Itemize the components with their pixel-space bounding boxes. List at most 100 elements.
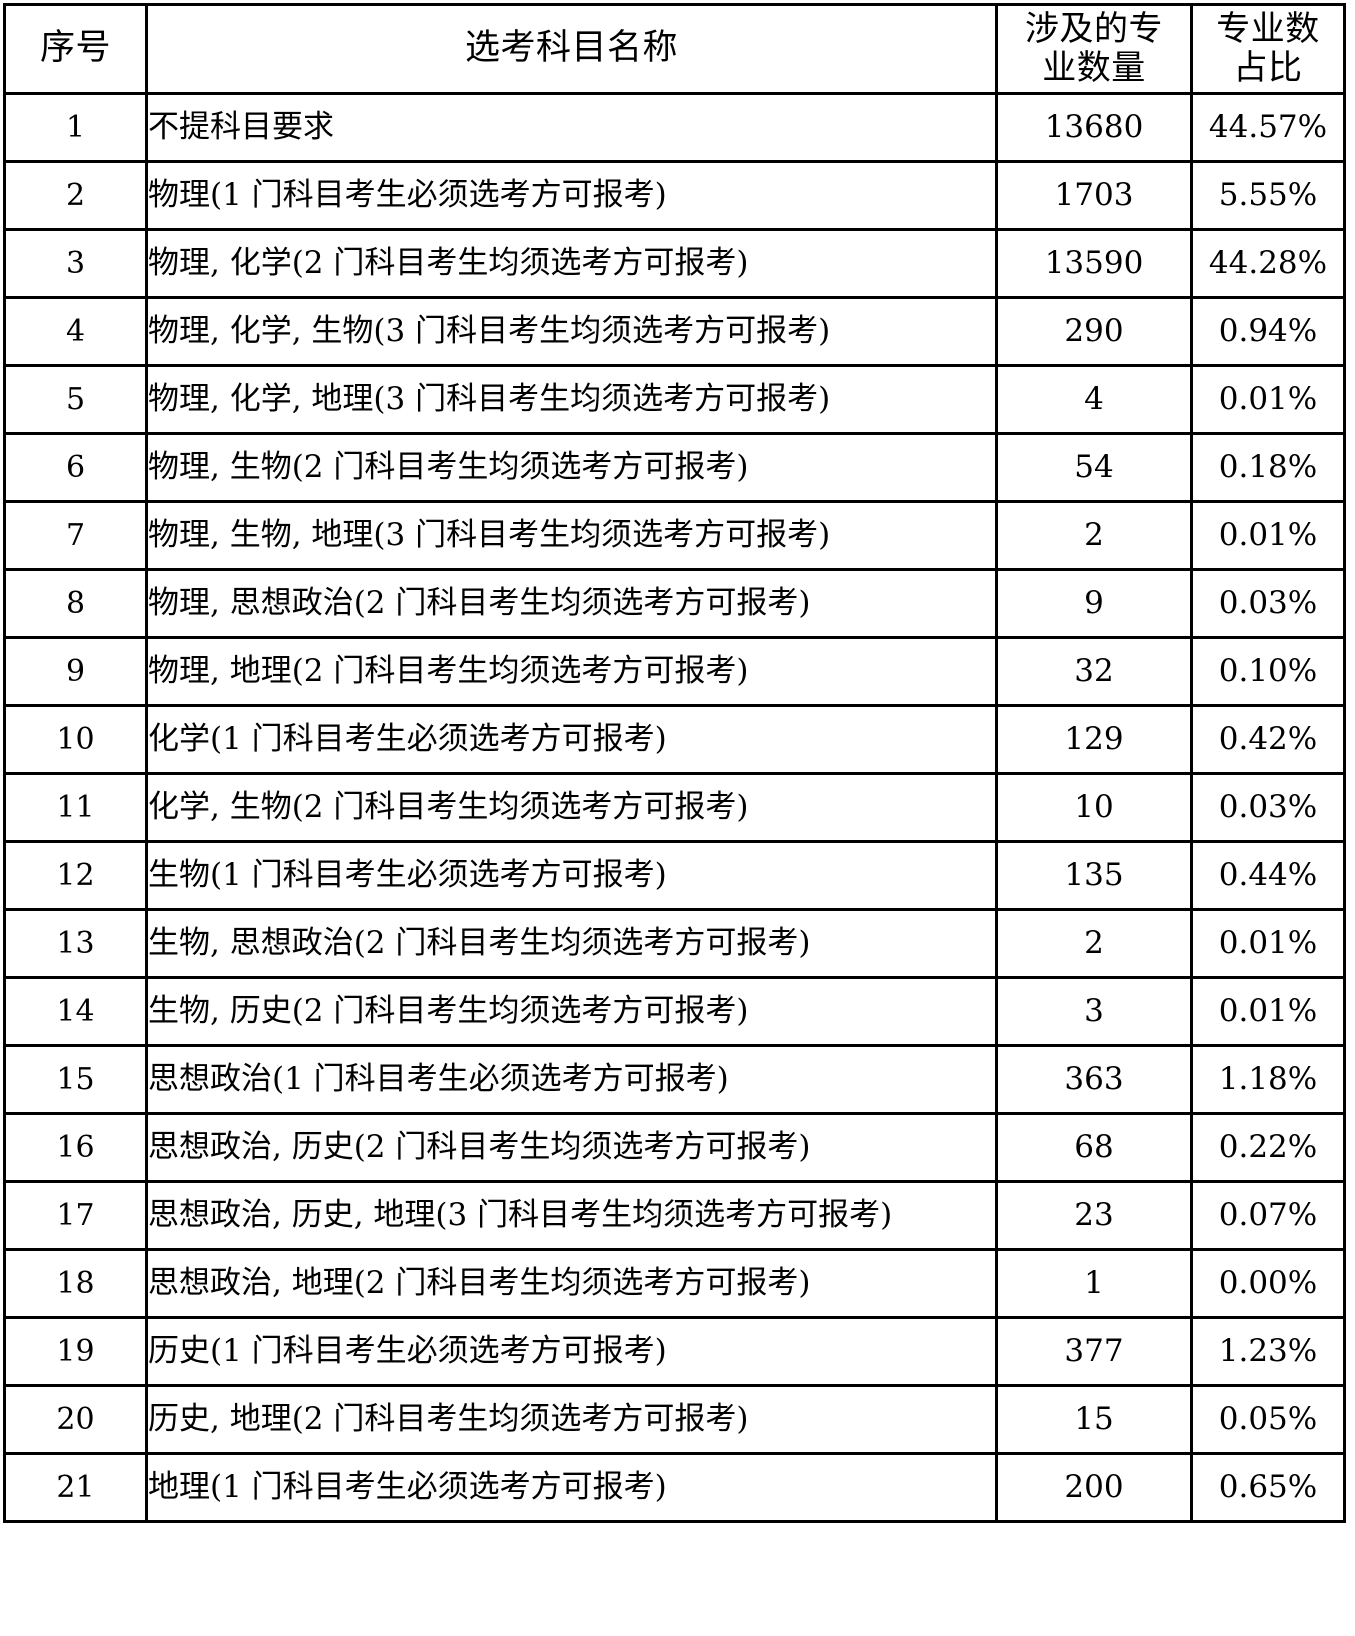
cell-major-ratio: 0.65% [1190, 1452, 1346, 1523]
header-line: 序号 [39, 28, 111, 69]
cell-index: 10 [3, 704, 148, 775]
cell-major-ratio: 0.94% [1190, 296, 1346, 367]
table-row: 2 物理(1 门科目考生必须选考方可报考) 1703 5.55% [3, 160, 1346, 231]
cell-major-ratio: 0.03% [1190, 568, 1346, 639]
cell-subject-name: 物理, 生物(2 门科目考生均须选考方可报考) [145, 432, 998, 503]
table-row: 5 物理, 化学, 地理(3 门科目考生均须选考方可报考) 4 0.01% [3, 364, 1346, 435]
cell-subject-name: 物理(1 门科目考生必须选考方可报考) [145, 160, 998, 231]
cell-index: 8 [3, 568, 148, 639]
cell-major-count: 363 [995, 1044, 1193, 1115]
table-row: 13 生物, 思想政治(2 门科目考生均须选考方可报考) 2 0.01% [3, 908, 1346, 979]
cell-index: 6 [3, 432, 148, 503]
cell-subject-name: 不提科目要求 [145, 92, 998, 163]
cell-subject-name: 化学(1 门科目考生必须选考方可报考) [145, 704, 998, 775]
cell-major-count: 2 [995, 908, 1193, 979]
cell-subject-name: 化学, 生物(2 门科目考生均须选考方可报考) [145, 772, 998, 843]
table-row: 10 化学(1 门科目考生必须选考方可报考) 129 0.42% [3, 704, 1346, 775]
table-row: 3 物理, 化学(2 门科目考生均须选考方可报考) 13590 44.28% [3, 228, 1346, 299]
cell-major-count: 377 [995, 1316, 1193, 1387]
cell-major-count: 3 [995, 976, 1193, 1047]
cell-index: 16 [3, 1112, 148, 1183]
table-body: 1 不提科目要求 13680 44.57% 2 物理(1 门科目考生必须选考方可报考) 17… [3, 92, 1346, 1523]
cell-major-ratio: 0.22% [1190, 1112, 1346, 1183]
cell-index: 2 [3, 160, 148, 231]
cell-subject-name: 思想政治, 历史, 地理(3 门科目考生均须选考方可报考) [145, 1180, 998, 1251]
cell-subject-name: 思想政治, 历史(2 门科目考生均须选考方可报考) [145, 1112, 998, 1183]
cell-major-ratio: 1.18% [1190, 1044, 1346, 1115]
column-header-ratio: 专业数 占比 [1190, 3, 1346, 95]
cell-index: 9 [3, 636, 148, 707]
cell-major-count: 1703 [995, 160, 1193, 231]
table-row: 12 生物(1 门科目考生必须选考方可报考) 135 0.44% [3, 840, 1346, 911]
cell-major-count: 23 [995, 1180, 1193, 1251]
table-header: 序号 选考科目名称 涉及的专 业数量 专业数 占比 [3, 3, 1346, 95]
cell-major-count: 129 [995, 704, 1193, 775]
cell-subject-name: 思想政治, 地理(2 门科目考生均须选考方可报考) [145, 1248, 998, 1319]
cell-index: 1 [3, 92, 148, 163]
table-row: 19 历史(1 门科目考生必须选考方可报考) 377 1.23% [3, 1316, 1346, 1387]
cell-major-count: 15 [995, 1384, 1193, 1455]
cell-major-count: 2 [995, 500, 1193, 571]
cell-subject-name: 物理, 化学, 生物(3 门科目考生均须选考方可报考) [145, 296, 998, 367]
cell-index: 3 [3, 228, 148, 299]
cell-major-count: 68 [995, 1112, 1193, 1183]
cell-subject-name: 物理, 思想政治(2 门科目考生均须选考方可报考) [145, 568, 998, 639]
cell-subject-name: 思想政治(1 门科目考生必须选考方可报考) [145, 1044, 998, 1115]
cell-major-ratio: 0.01% [1190, 908, 1346, 979]
column-header-count: 涉及的专 业数量 [995, 3, 1193, 95]
cell-subject-name: 生物, 思想政治(2 门科目考生均须选考方可报考) [145, 908, 998, 979]
cell-major-count: 13590 [995, 228, 1193, 299]
cell-major-ratio: 0.10% [1190, 636, 1346, 707]
cell-major-ratio: 0.01% [1190, 500, 1346, 571]
table-row: 16 思想政治, 历史(2 门科目考生均须选考方可报考) 68 0.22% [3, 1112, 1346, 1183]
cell-major-ratio: 0.01% [1190, 976, 1346, 1047]
cell-major-count: 4 [995, 364, 1193, 435]
table-row: 1 不提科目要求 13680 44.57% [3, 92, 1346, 163]
table-row: 17 思想政治, 历史, 地理(3 门科目考生均须选考方可报考) 23 0.07% [3, 1180, 1346, 1251]
column-header-name: 选考科目名称 [145, 3, 998, 95]
cell-index: 5 [3, 364, 148, 435]
cell-subject-name: 物理, 地理(2 门科目考生均须选考方可报考) [145, 636, 998, 707]
cell-major-count: 1 [995, 1248, 1193, 1319]
cell-major-ratio: 0.42% [1190, 704, 1346, 775]
cell-major-count: 54 [995, 432, 1193, 503]
cell-major-ratio: 0.07% [1190, 1180, 1346, 1251]
cell-index: 20 [3, 1384, 148, 1455]
cell-major-ratio: 1.23% [1190, 1316, 1346, 1387]
cell-subject-name: 地理(1 门科目考生必须选考方可报考) [145, 1452, 998, 1523]
cell-major-count: 9 [995, 568, 1193, 639]
cell-subject-name: 历史, 地理(2 门科目考生均须选考方可报考) [145, 1384, 998, 1455]
cell-subject-name: 物理, 生物, 地理(3 门科目考生均须选考方可报考) [145, 500, 998, 571]
header-line: 占比 [1233, 48, 1303, 88]
cell-index: 11 [3, 772, 148, 843]
cell-index: 18 [3, 1248, 148, 1319]
header-line: 选考科目名称 [464, 28, 678, 69]
column-header-index: 序号 [3, 3, 148, 95]
header-line: 业数量 [1042, 48, 1146, 88]
cell-major-count: 135 [995, 840, 1193, 911]
cell-subject-name: 物理, 化学, 地理(3 门科目考生均须选考方可报考) [145, 364, 998, 435]
table-row: 14 生物, 历史(2 门科目考生均须选考方可报考) 3 0.01% [3, 976, 1346, 1047]
table-row: 6 物理, 生物(2 门科目考生均须选考方可报考) 54 0.18% [3, 432, 1346, 503]
cell-index: 15 [3, 1044, 148, 1115]
table-sheet: 序号 选考科目名称 涉及的专 业数量 专业数 占比 1 不提科目要求 13680 44… [3, 3, 1346, 1523]
cell-major-ratio: 0.03% [1190, 772, 1346, 843]
header-row: 序号 选考科目名称 涉及的专 业数量 专业数 占比 [3, 3, 1346, 95]
cell-index: 21 [3, 1452, 148, 1523]
cell-major-count: 32 [995, 636, 1193, 707]
cell-major-ratio: 0.00% [1190, 1248, 1346, 1319]
cell-major-count: 200 [995, 1452, 1193, 1523]
table-row: 11 化学, 生物(2 门科目考生均须选考方可报考) 10 0.03% [3, 772, 1346, 843]
cell-major-ratio: 5.55% [1190, 160, 1346, 231]
cell-index: 14 [3, 976, 148, 1047]
table-row: 7 物理, 生物, 地理(3 门科目考生均须选考方可报考) 2 0.01% [3, 500, 1346, 571]
table-row: 20 历史, 地理(2 门科目考生均须选考方可报考) 15 0.05% [3, 1384, 1346, 1455]
cell-major-count: 13680 [995, 92, 1193, 163]
table-row: 18 思想政治, 地理(2 门科目考生均须选考方可报考) 1 0.00% [3, 1248, 1346, 1319]
table-row: 21 地理(1 门科目考生必须选考方可报考) 200 0.65% [3, 1452, 1346, 1523]
cell-index: 7 [3, 500, 148, 571]
header-line: 专业数 [1216, 8, 1320, 49]
cell-major-ratio: 0.44% [1190, 840, 1346, 911]
cell-index: 4 [3, 296, 148, 367]
cell-major-ratio: 44.28% [1190, 228, 1346, 299]
